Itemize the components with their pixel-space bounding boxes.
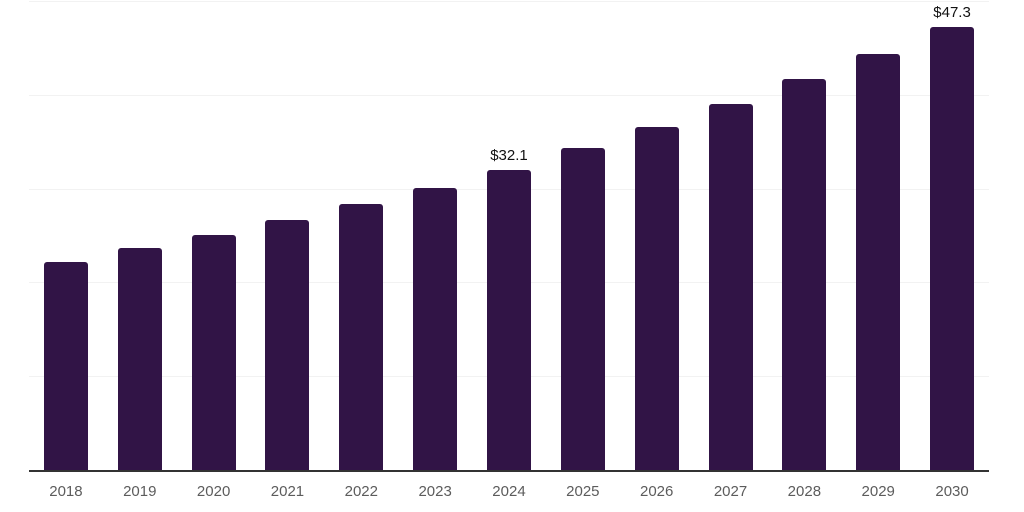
x-tick-label-2026: 2026 [639,483,674,500]
bar-band-2028 [767,0,841,471]
plot-area: $32.1 $47.3 [29,0,989,472]
x-axis-tick-labels: 2018 2019 2020 2021 2022 2023 2024 2025 2026 2027… [29,472,989,500]
bar-band-2027 [694,0,768,471]
data-label-2024: $32.1 [490,146,528,164]
bar-2025 [560,148,605,471]
bar-band-2020 [177,0,251,471]
bar-2029 [856,53,901,471]
bar-2027 [708,104,753,471]
x-tick-label-2019: 2019 [123,483,157,500]
x-tick-label-2029: 2029 [861,483,895,500]
x-tick-label-2021: 2021 [270,483,305,500]
x-tick-label-2030: 2030 [935,483,969,500]
bar-2024 [486,169,531,471]
bar-2026 [634,126,679,471]
bar-series: $32.1 $47.3 [29,0,989,471]
bar-2019 [117,247,162,471]
bar-2021 [265,219,310,471]
bar-band-2024: $32.1 [472,0,546,471]
bar-2023 [413,187,458,471]
bar-band-2026 [620,0,694,471]
bar-2028 [782,78,827,471]
gridline-50 [29,1,989,2]
x-tick-label-2023: 2023 [418,483,452,500]
data-label-2030: $47.3 [933,4,971,22]
bar-2018 [43,261,88,471]
bar-2020 [191,234,236,471]
x-tick-label-2028: 2028 [787,483,822,500]
x-tick-label-2027: 2027 [713,483,748,500]
bar-band-2030: $47.3 [915,0,989,471]
x-tick-label-2018: 2018 [49,483,83,500]
bar-2030 [930,27,975,471]
bar-band-2025 [546,0,620,471]
bar-band-2023 [398,0,472,471]
gridline-40 [29,94,989,96]
x-tick-label-2022: 2022 [344,483,378,500]
x-axis-line [29,470,989,472]
bar-band-2021 [251,0,325,471]
bar-2022 [339,203,384,471]
x-tick-label-2025: 2025 [566,483,600,500]
x-tick-label-2024: 2024 [492,483,526,500]
bar-band-2022 [324,0,398,471]
bar-band-2029 [841,0,915,471]
bar-band-2018 [29,0,103,471]
x-tick-label-2020: 2020 [196,483,231,500]
bar-band-2019 [103,0,177,471]
